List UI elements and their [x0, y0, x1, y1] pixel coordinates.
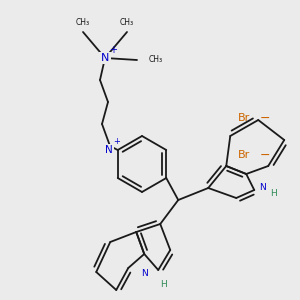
Text: N: N [101, 53, 109, 63]
Text: N: N [105, 145, 113, 155]
Text: +: + [113, 137, 120, 146]
Text: CH₃: CH₃ [120, 18, 134, 27]
Text: N: N [259, 184, 266, 193]
Text: N: N [142, 269, 148, 278]
Text: CH₃: CH₃ [76, 18, 90, 27]
Text: −: − [260, 112, 271, 124]
Text: H: H [270, 190, 277, 199]
Text: −: − [260, 148, 271, 161]
Text: H: H [160, 280, 167, 289]
Text: +: + [109, 45, 117, 55]
Text: Br: Br [238, 113, 250, 123]
Text: Br: Br [238, 150, 250, 160]
Text: CH₃: CH₃ [149, 56, 163, 64]
